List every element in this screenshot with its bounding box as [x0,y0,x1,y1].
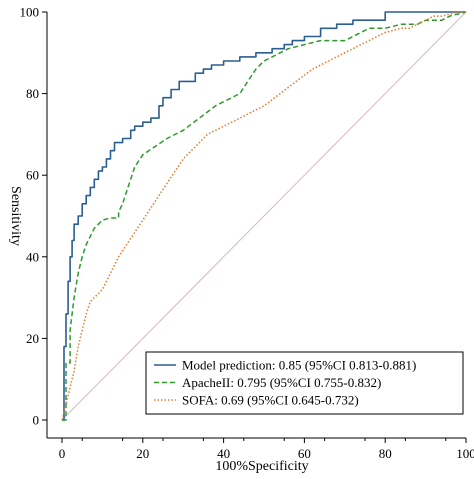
x-tick-label: 100 [456,446,474,461]
series-line-0 [62,11,466,421]
x-tick-label: 40 [217,446,230,461]
x-axis-title: 100%Specificity [215,459,308,474]
legend: Model prediction: 0.85 (95%CI 0.813-0.88… [145,351,464,415]
x-tick-label: 20 [136,446,149,461]
y-tick-label: 0 [33,413,40,428]
legend-label-1: ApacheII: 0.795 (95%CI 0.755-0.832) [182,375,381,390]
y-tick-label: 20 [26,331,39,346]
x-tick-label: 80 [379,446,392,461]
legend-label-0: Model prediction: 0.85 (95%CI 0.813-0.88… [182,358,416,373]
series-line-2 [61,11,466,421]
x-tick-label: 0 [59,446,66,461]
series-line-1 [62,11,467,421]
axes-layer: 0 20 40 60 80 100 0 20 40 60 80 100 100%Specificity S… [8,5,474,475]
series-layer [61,11,467,421]
y-tick-label: 40 [26,249,39,264]
y-axis-title: Sensitivity [8,186,23,246]
reference-diagonal-line [61,11,467,421]
legend-label-2: SOFA: 0.69 (95%CI 0.645-0.732) [182,393,359,408]
y-tick-label: 100 [20,5,40,20]
y-tick-label: 60 [26,168,39,183]
reference-layer [61,11,467,421]
y-tick-label: 80 [26,86,39,101]
x-tick-label: 60 [298,446,311,461]
legend-box [145,351,464,415]
